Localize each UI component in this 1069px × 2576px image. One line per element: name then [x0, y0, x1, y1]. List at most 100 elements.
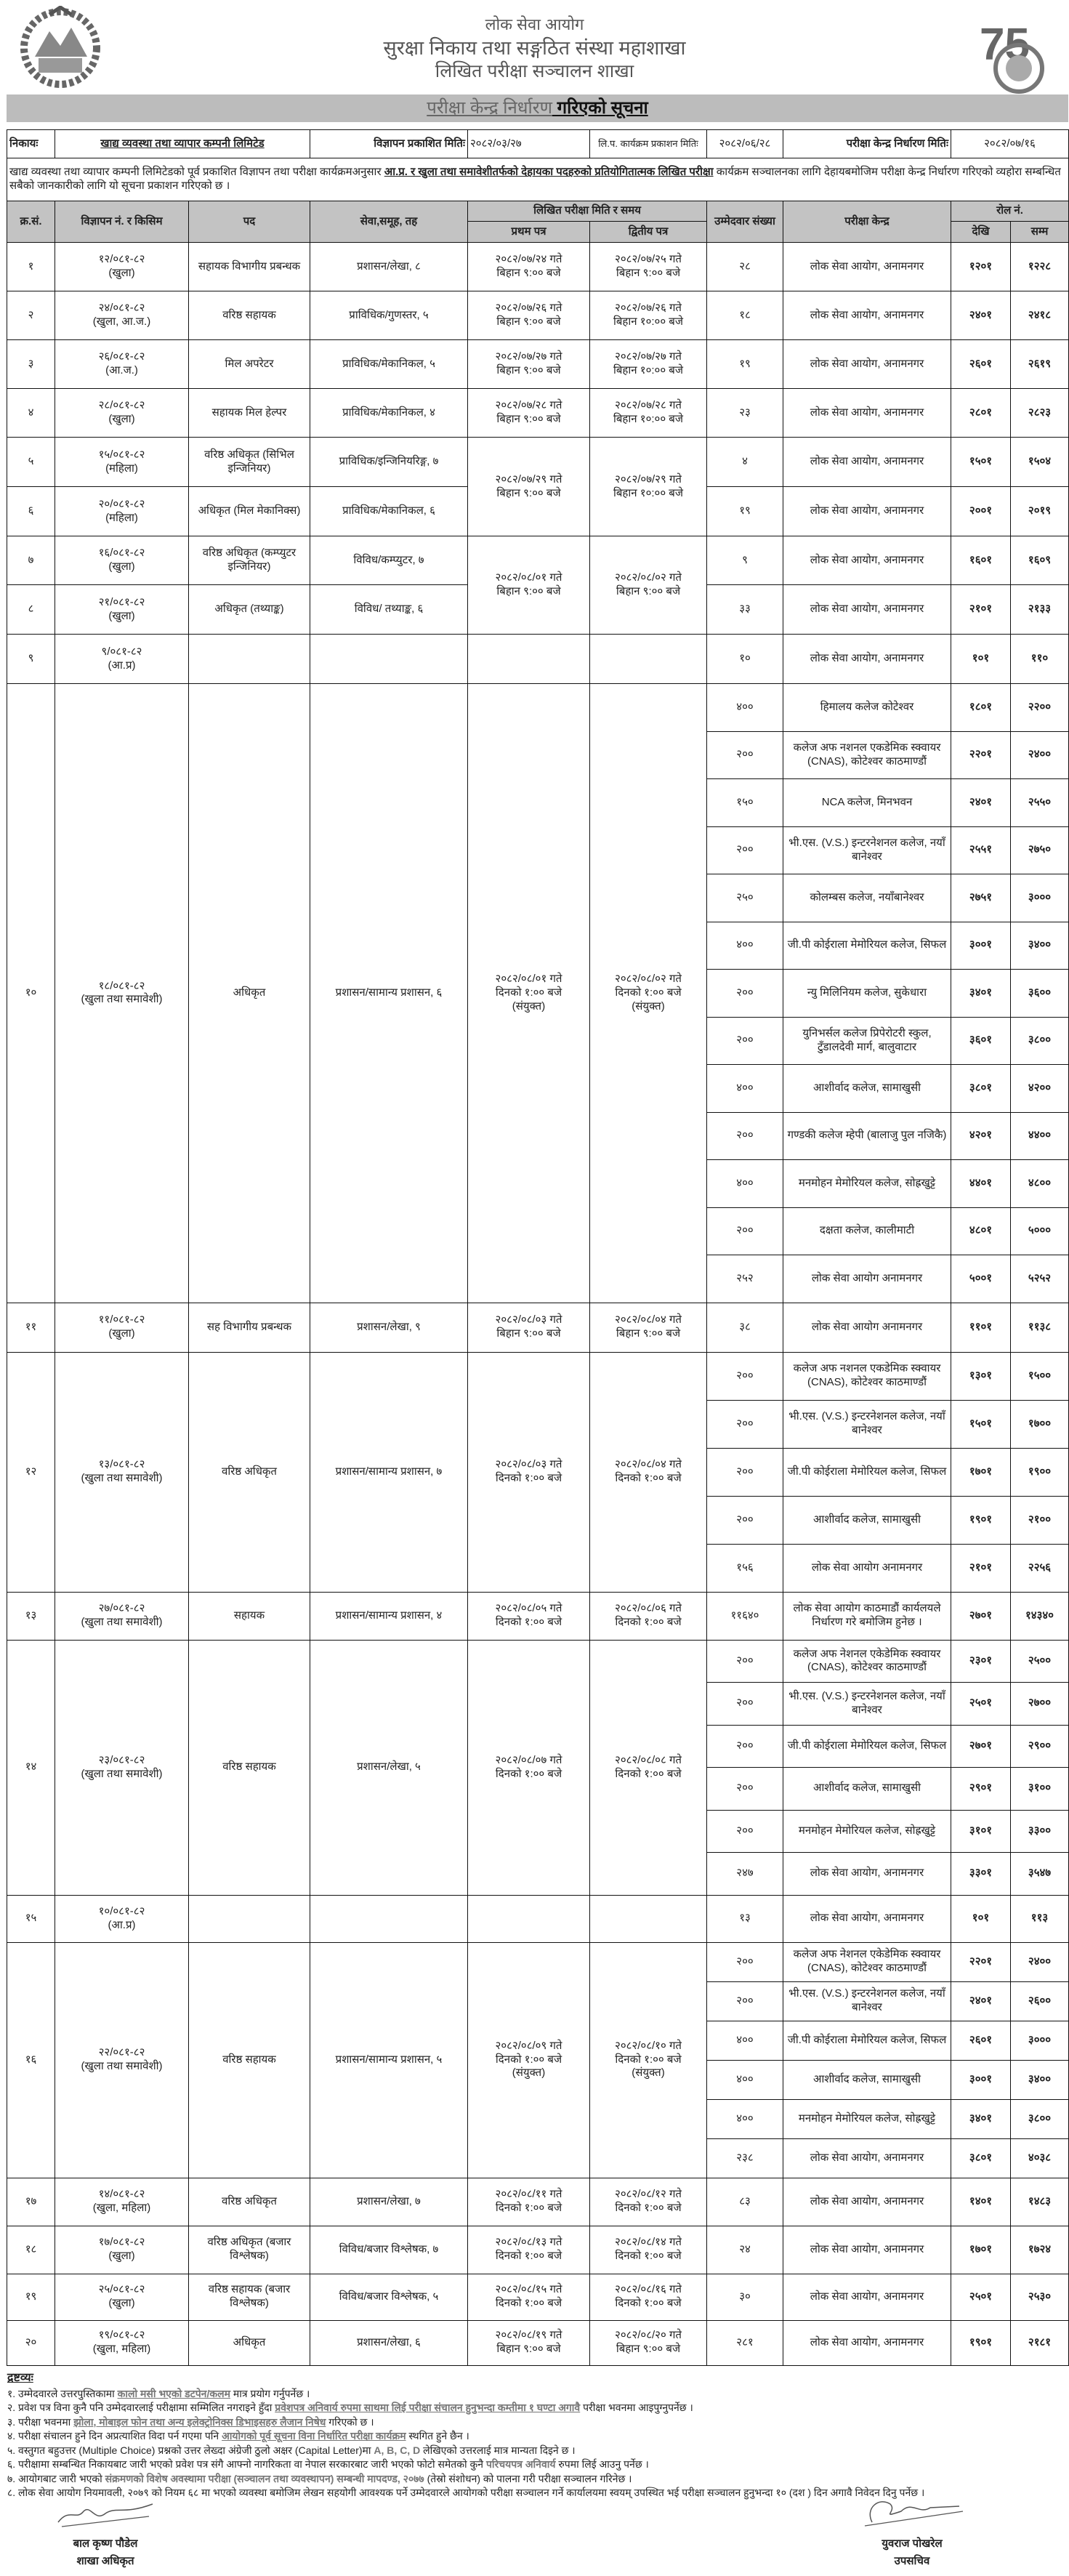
candidate-count: २००: [706, 1941, 783, 1982]
paper2-date: २०८२/०८/१० गते: [615, 2039, 682, 2052]
advertisement-number: २०/०८१-८२: [98, 497, 145, 510]
service-group-level: प्राविधिक/इन्जिनियरिङ्ग, ७: [310, 437, 468, 487]
advertisement-cell: ९/०८१-८२ (आ.प्र): [55, 634, 189, 684]
advertisement-number: ११/०८१-८२: [98, 1313, 145, 1327]
table-row: १९ २५/०८१-८२ (खुला) वरिष्ठ सहायक (बजार विश्…: [7, 2273, 1069, 2321]
table-subrow: २०० कलेज अफ नशनल एकडेमिक स्क्वायर (CNAS),…: [7, 730, 1069, 779]
note-emphasis: A, B, C, D: [374, 2444, 421, 2456]
paper2-time: बिहान ९:०० बजे: [616, 2343, 681, 2355]
roll-to: १६०९: [1010, 536, 1069, 585]
paper1-schedule: २०८२/०८/०१ गते दिनको १:०० बजे (संयुक्त): [467, 683, 590, 1303]
paper1-schedule: २०८२/०८/०१ गते बिहान ९:०० बजे: [467, 536, 590, 635]
paper2-schedule: २०८२/०८/०६ गते दिनको १:०० बजे: [589, 1591, 707, 1641]
roll-to: ३०००: [1010, 874, 1069, 922]
table-row: ३ २६/०८१-८२ (आ.ज.) मिल अपरेटर प्राविधिक/मेका…: [7, 339, 1069, 389]
table-subrow: २०० भी.एस. (V.S.) इन्टरनेशनल कलेज, नयाँ ब…: [7, 1981, 1069, 2021]
table-subrow: २०० आशीर्वाद कलेज, सामाखुसी १९०१ २१००: [7, 1495, 1069, 1545]
note-text: गरिएको छ ।: [326, 2415, 374, 2428]
paper1-schedule: २०८२/०७/२७ गते बिहान ९:०० बजे: [467, 339, 590, 389]
advertisement-number: १०/०८१-८२: [98, 1904, 145, 1917]
service-group-level: प्रशासन/लेखा, ५: [310, 1639, 468, 1896]
table-row: १० १८/०८१-८२ (खुला तथा समावेशी) अधिकृत प्रशा…: [7, 683, 1069, 1303]
serial-number: ८: [7, 584, 55, 635]
col-paper1: प्रथम पत्र: [467, 221, 590, 243]
roll-to: ४२००: [1010, 1064, 1069, 1113]
paper2-date: २०८२/०७/२९ गते: [615, 472, 682, 486]
note-emphasis: झोला, मोबाइल फोन तथा अन्य इलेक्ट्रोनिक्स…: [73, 2415, 326, 2428]
advertisement-type: (खुला): [108, 560, 135, 573]
exam-center: आशीर्वाद कलेज, सामाखुसी: [783, 2059, 951, 2100]
exam-center: लोक सेवा आयोग अनामनगर: [783, 1255, 951, 1303]
paper1-schedule: [467, 634, 590, 684]
advertisement-number: २४/०८१-८२: [98, 302, 145, 315]
paper2-note: (संयुक्त): [632, 2066, 665, 2080]
advertisement-number: २३/०८१-८२: [98, 1753, 145, 1766]
exam-center: कलेज अफ नेशनल एकेडेमिक स्क्वायर (CNAS), …: [783, 1941, 951, 1982]
paper2-time: बिहान ९:०० बजे: [616, 585, 681, 597]
note-text: स्थगित हुने छैन ।: [406, 2430, 469, 2442]
advertisement-number: १५/०८१-८२: [98, 448, 145, 461]
paper2-schedule: २०८२/०७/२५ गते बिहान ९:०० बजे: [589, 242, 707, 291]
advertisement-number: १२/०८१-८२: [98, 253, 145, 266]
paper1-date: २०८२/०७/२७ गते: [495, 350, 562, 363]
roll-to: २७००: [1010, 1682, 1069, 1726]
roll-from: २७५१: [951, 874, 1011, 922]
roll-from: ३८०१: [951, 1064, 1011, 1113]
paper1-date: २०८२/०८/१९ गते: [495, 2329, 562, 2342]
paper1-schedule: २०८२/०८/०७ गते दिनको १:०० बजे: [467, 1639, 590, 1896]
advertisement-cell: १५/०८१-८२ (महिला): [55, 437, 189, 487]
signatory-left: बाल कृष्ण पौडेल शाखा अधिकृत: [51, 2500, 160, 2570]
paper1-note: (संयुक्त): [512, 999, 546, 1013]
advertisement-type: (खुला तथा समावेशी): [81, 1767, 163, 1780]
exam-center: लोक सेवा आयोग, अनामनगर: [783, 2319, 951, 2366]
paper2-time: बिहान १०:०० बजे: [613, 315, 684, 328]
table-row: २० १९/०८१-८२ (खुला, महिला) अधिकृत प्रशासन/ले…: [7, 2319, 1069, 2366]
notes-heading: द्रष्टव्यः: [7, 2372, 33, 2384]
roll-to: २४१८: [1010, 291, 1069, 340]
paper1-date: २०८२/०८/१३ गते: [495, 2236, 562, 2249]
advertisement-number: २२/०८१-८२: [98, 2046, 145, 2059]
candidate-count: २५२: [706, 1255, 783, 1303]
note-emphasis: कालो मसी भएको डटपेन/कलम: [117, 2387, 230, 2399]
advertisement-type: (खुला तथा समावेशी): [81, 993, 163, 1006]
notice-title: परीक्षा केन्द्र निर्धारण गरिएको सूचना: [7, 94, 1068, 122]
roll-to: ३१००: [1010, 1767, 1069, 1811]
advertisement-cell: २५/०८१-८२ (खुला): [55, 2273, 189, 2321]
table-subrow: २०० युनिभर्सल कलेज प्रिपेरोटरी स्कुल, टुँ…: [7, 1016, 1069, 1065]
roll-to: १५००: [1010, 1351, 1069, 1401]
advertisement-number: २७/०८१-८२: [98, 1602, 145, 1615]
roll-from: २४०१: [951, 778, 1011, 827]
service-group-level: [310, 1894, 468, 1943]
candidate-count: २८१: [706, 2319, 783, 2366]
note-emphasis: प्रवेशपत्र अनिवार्य रुपमा साथमा लिई परीक…: [275, 2402, 581, 2413]
exam-center: लोक सेवा आयोग काठमाडौं कार्यलयले निर्धार…: [783, 1591, 951, 1641]
note-text: १. उम्मेदवारले उत्तरपुस्तिकामा: [7, 2387, 118, 2399]
note-text: ५. वस्तुगत बहुउत्तर (Multiple Choice) प्…: [7, 2444, 374, 2456]
paper2-date: २०८२/०८/०२ गते: [615, 571, 682, 584]
exam-center: लोक सेवा आयोग, अनामनगर: [783, 1894, 951, 1943]
roll-from: २७०१: [951, 1724, 1011, 1768]
candidate-count: २००: [706, 1724, 783, 1768]
serial-number: २०: [7, 2319, 55, 2366]
signature-right: [864, 2501, 964, 2527]
exam-center: लोक सेवा आयोग, अनामनगर: [783, 2225, 951, 2274]
roll-to: २५३०: [1010, 2273, 1069, 2321]
advertisement-type: (खुला, आ.ज.): [92, 315, 151, 328]
paper2-schedule: २०८२/०८/०२ गते बिहान ९:०० बजे: [589, 536, 707, 635]
exam-center: लोक सेवा आयोग, अनामनगर: [783, 437, 951, 487]
roll-from: २५०१: [951, 1682, 1011, 1726]
exam-center: लोक सेवा आयोग, अनामनगर: [783, 242, 951, 291]
paper1-time: दिनको १:०० बजे: [495, 2053, 562, 2066]
paper2-time: दिनको १:०० बजे: [615, 1472, 682, 1484]
paper1-time: बिहान ९:०० बजे: [496, 2343, 561, 2355]
post-name: [188, 1894, 310, 1943]
candidate-count: ११६४०: [706, 1591, 783, 1641]
advertisement-type: (खुला तथा समावेशी): [81, 1616, 163, 1628]
candidate-count: २३८: [706, 2138, 783, 2178]
exam-center: जी.पी कोईराला मेमोरियल कलेज, सिफल: [783, 2020, 951, 2061]
exam-center: जी.पी कोईराला मेमोरियल कलेज, सिफल: [783, 1447, 951, 1497]
table-row: १७ १४/०८१-८२ (खुला, महिला) वरिष्ठ अधिकृत प्र…: [7, 2177, 1069, 2226]
paper1-time: दिनको १:०० बजे: [495, 2202, 562, 2214]
roll-to: ४०३८: [1010, 2138, 1069, 2178]
advertisement-cell: १८/०८१-८२ (खुला तथा समावेशी): [55, 683, 189, 1303]
